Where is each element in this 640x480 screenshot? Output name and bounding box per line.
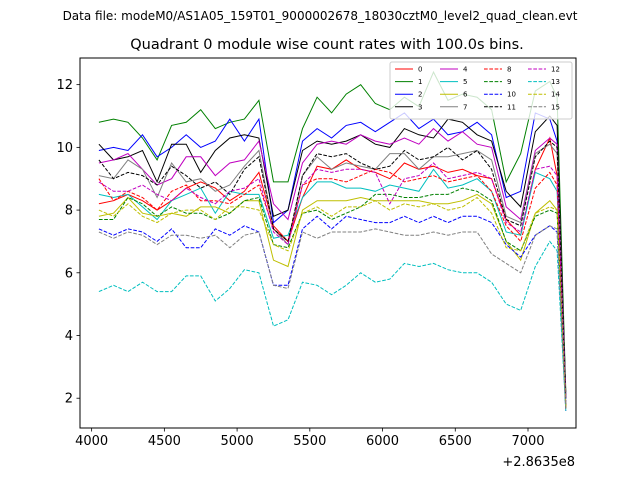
legend-label-6: 6: [463, 91, 468, 99]
y-tick-label: 12: [56, 78, 73, 93]
legend-label-3: 3: [418, 103, 422, 111]
plot-area: [98, 70, 567, 411]
legend-label-12: 12: [551, 66, 560, 74]
x-tick-label: 4500: [148, 434, 181, 449]
y-tick-label: 6: [65, 266, 73, 281]
legend-label-9: 9: [507, 78, 511, 86]
series-line-8: [98, 168, 567, 408]
series-line-4: [98, 127, 567, 399]
legend-label-2: 2: [418, 91, 422, 99]
legend-label-13: 13: [551, 78, 560, 86]
x-tick-label: 6000: [366, 434, 399, 449]
series-line-7: [98, 143, 567, 399]
series-line-12: [98, 162, 567, 405]
legend-label-4: 4: [463, 66, 468, 74]
x-tick-label: 5000: [221, 434, 254, 449]
chart-title: Quadrant 0 module wise count rates with …: [130, 37, 524, 53]
x-tick-label: 4000: [75, 434, 108, 449]
series-line-9: [98, 187, 567, 408]
legend-box: [389, 61, 573, 120]
legend-label-0: 0: [418, 66, 422, 74]
y-axis: 2 4 6 8 10 12: [56, 78, 80, 407]
y-tick-label: 2: [65, 392, 73, 407]
legend-label-7: 7: [463, 103, 467, 111]
legend-label-11: 11: [507, 103, 516, 111]
y-tick-label: 8: [65, 204, 73, 219]
x-tick-label: 6500: [439, 434, 472, 449]
legend-label-10: 10: [507, 91, 516, 99]
legend-label-14: 14: [551, 91, 560, 99]
series-line-11: [98, 140, 567, 402]
x-axis: 4000 4500 5000 5500 6000 6500 7000: [75, 428, 545, 449]
series-line-14: [98, 196, 567, 408]
series-line-6: [98, 193, 567, 408]
series-line-1: [98, 70, 567, 392]
series-line-10: [98, 215, 567, 411]
x-offset-text: +2.8635e8: [502, 455, 575, 470]
series-line-15: [98, 225, 567, 411]
x-tick-label: 5500: [293, 434, 326, 449]
x-tick-label: 7000: [511, 434, 544, 449]
axes-frame: [79, 57, 577, 429]
y-tick-label: 4: [65, 329, 73, 344]
series-line-13: [98, 240, 567, 411]
y-tick-label: 10: [56, 141, 73, 156]
series-line-5: [98, 168, 567, 405]
legend-label-8: 8: [507, 66, 511, 74]
legend-label-15: 15: [551, 103, 560, 111]
legend-label-1: 1: [418, 78, 422, 86]
legend-label-5: 5: [463, 78, 467, 86]
suptitle: Data file: modeM0/AS1A05_159T01_90000026…: [63, 9, 578, 23]
